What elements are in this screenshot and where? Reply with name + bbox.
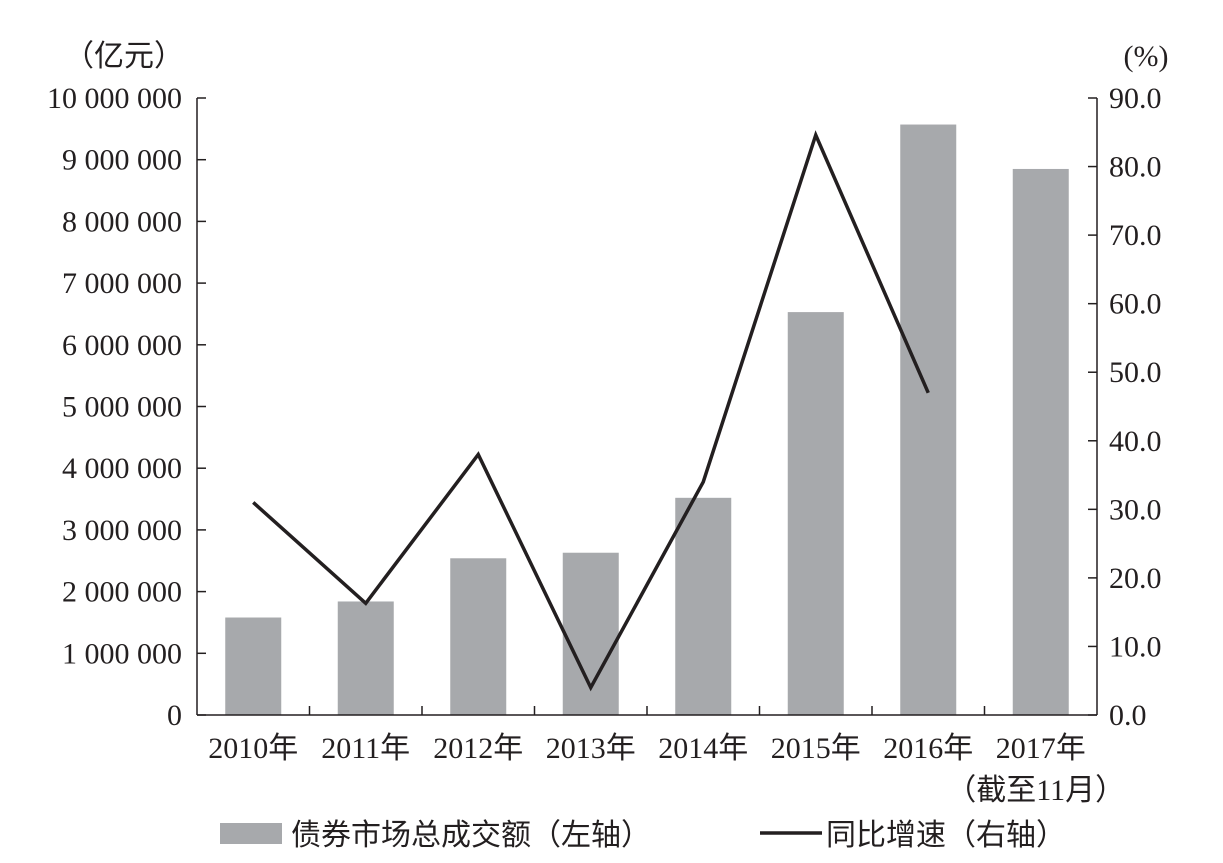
bar-2 [450, 558, 507, 715]
right-tick-label-0: 0.0 [1109, 699, 1147, 732]
left-tick-label-2: 2 000 000 [62, 576, 182, 609]
left-tick-label-6: 6 000 000 [62, 329, 182, 362]
right-tick-label-4: 40.0 [1109, 425, 1162, 458]
bar-1 [337, 601, 394, 715]
bar-0 [225, 617, 282, 715]
legend-bar-swatch [220, 823, 282, 844]
right-tick-label-5: 50.0 [1109, 356, 1162, 389]
bar-7 [1012, 168, 1069, 715]
left-tick-label-4: 4 000 000 [62, 452, 182, 485]
right-tick-label-9: 90.0 [1109, 82, 1162, 115]
right-tick-label-1: 10.0 [1109, 630, 1162, 663]
x-tick-label-7: 2017年 [996, 732, 1086, 765]
right-tick-label-2: 20.0 [1109, 562, 1162, 595]
x-tick-label-2: 2012年 [433, 732, 523, 765]
right-tick-label-6: 60.0 [1109, 288, 1162, 321]
left-axis-unit: （亿元） [64, 39, 184, 74]
left-tick-label-8: 8 000 000 [62, 205, 182, 238]
legend: 债券市场总成交额（左轴） 同比增速（右轴） [220, 818, 1066, 853]
left-tick-label-9: 9 000 000 [62, 144, 182, 177]
x-tick-label-1: 2011年 [321, 732, 410, 765]
left-tick-label-1: 1 000 000 [62, 637, 182, 670]
left-tick-label-10: 10 000 000 [47, 82, 182, 115]
bar-series [225, 124, 1069, 715]
left-tick-label-7: 7 000 000 [62, 267, 182, 300]
left-tick-label-3: 3 000 000 [62, 514, 182, 547]
line-series [252, 130, 930, 692]
axes [196, 98, 1098, 716]
x-tick-label-6: 2016年 [883, 732, 973, 765]
right-tick-label-3: 30.0 [1109, 493, 1162, 526]
right-axis-ticks: 0.0 10.0 20.0 30.0 40.0 50.0 60.0 70.0 80.0 90.0 [1088, 82, 1162, 732]
left-tick-label-5: 5 000 000 [62, 391, 182, 424]
right-tick-label-7: 70.0 [1109, 219, 1162, 252]
right-tick-label-8: 80.0 [1109, 151, 1162, 184]
legend-line-label: 同比增速（右轴） [826, 818, 1066, 853]
x-tick-sublabel-7: （截至11月） [946, 774, 1125, 807]
legend-bar-label: 债券市场总成交额（左轴） [291, 818, 651, 853]
left-axis-ticks: 0 1 000 000 2 000 000 3 000 000 4 000 000 5 0… [47, 82, 206, 732]
bar-5 [787, 312, 844, 715]
x-axis-ticks: 2010年 2011年 2012年 2013年 2014年 2015年 2016年 2017年… [208, 706, 1125, 807]
bar-6 [900, 124, 957, 715]
x-tick-label-5: 2015年 [771, 732, 861, 765]
left-tick-label-0: 0 [167, 699, 182, 732]
x-tick-label-0: 2010年 [208, 732, 298, 765]
bar-4 [675, 497, 732, 715]
x-tick-label-3: 2013年 [546, 732, 636, 765]
x-tick-label-4: 2014年 [658, 732, 748, 765]
right-axis-unit: (%) [1124, 40, 1169, 73]
